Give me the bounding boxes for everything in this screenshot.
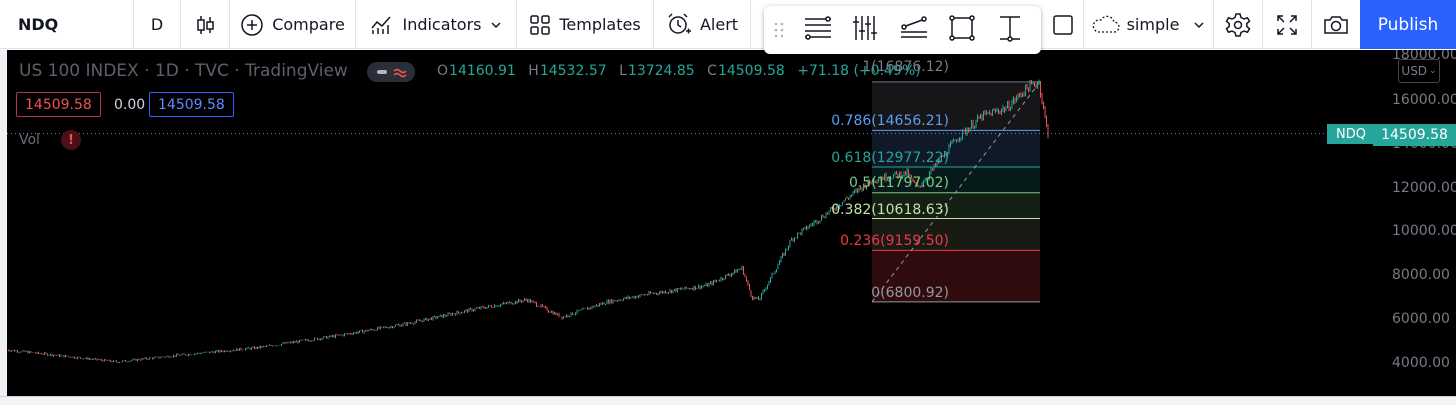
- spread-value: 0.00: [114, 96, 146, 113]
- last-price-tag: 14509.58: [1373, 124, 1456, 146]
- fib-levels-icon: [803, 15, 833, 45]
- trend-line-icon: [899, 15, 929, 45]
- interval-button[interactable]: D: [134, 0, 180, 49]
- gear-icon: [1225, 12, 1251, 38]
- price-tick: 16000.00: [1392, 92, 1456, 108]
- price-tick: 4000.00: [1392, 355, 1450, 371]
- compare-label: Compare: [272, 15, 345, 34]
- fib-zone: [872, 166, 1040, 193]
- currency-selector[interactable]: USD ⌄: [1398, 59, 1440, 83]
- fib-label-0618: 0.618(12977.22): [831, 150, 949, 166]
- close-value: 14509.58: [717, 63, 785, 79]
- publish-label: Publish: [1377, 14, 1439, 35]
- low-key: L: [619, 63, 627, 79]
- low-value: 13724.85: [627, 63, 695, 79]
- templates-label: Templates: [559, 15, 641, 34]
- fib-line-tool[interactable]: [890, 6, 938, 54]
- fib-zone: [872, 250, 1040, 302]
- chart-title: US 100 INDEX · 1D · TVC · TradingView: [19, 61, 348, 81]
- templates-button[interactable]: Templates: [517, 0, 653, 49]
- fib-zone: [872, 130, 1040, 167]
- fib-trend-line: [871, 81, 1041, 303]
- indicators-button[interactable]: Indicators: [356, 0, 516, 49]
- square-icon: [1052, 14, 1074, 36]
- snapshot-button[interactable]: [1312, 0, 1360, 49]
- templates-icon: [529, 14, 551, 36]
- volume-label: Vol: [19, 132, 40, 148]
- chevron-down-icon: ⌄: [1429, 66, 1437, 76]
- symbol-flag-badge[interactable]: [367, 62, 415, 82]
- camera-icon: [1323, 14, 1349, 36]
- compare-button[interactable]: Compare: [230, 0, 355, 49]
- price-plot[interactable]: [7, 50, 1380, 396]
- fib-label-05: 0.5(11797.02): [849, 175, 949, 191]
- currency-label: USD: [1401, 64, 1428, 78]
- price-tick: 12000.00: [1392, 180, 1456, 196]
- alarm-clock-icon: [666, 12, 692, 38]
- fullscreen-button[interactable]: [1263, 0, 1311, 49]
- fib-levels-tool[interactable]: [794, 6, 842, 54]
- indicators-label: Indicators: [402, 15, 482, 34]
- layout-button[interactable]: simple: [1084, 0, 1212, 49]
- fib-label-0236: 0.236(9159.50): [840, 233, 949, 249]
- fib-label-0786: 0.786(14656.21): [831, 113, 949, 129]
- chart-pane[interactable]: US 100 INDEX · 1D · TVC · TradingView O1…: [7, 50, 1456, 396]
- publish-button[interactable]: Publish: [1360, 0, 1456, 49]
- price-tick: 8000.00: [1392, 267, 1450, 283]
- rectangle-tool[interactable]: [938, 6, 986, 54]
- settings-button[interactable]: [1214, 0, 1262, 49]
- open-key: O: [437, 63, 449, 79]
- time-scale[interactable]: [0, 396, 1456, 405]
- interval-label: D: [150, 15, 164, 34]
- layout-label: simple: [1126, 15, 1180, 34]
- ohlc-legend: O14160.91 H14532.57 L13724.85 C14509.58 …: [437, 63, 921, 79]
- left-edge: [0, 50, 7, 396]
- alert-label: Alert: [699, 15, 739, 34]
- fib-settings-tool[interactable]: [842, 6, 890, 54]
- buy-price-button[interactable]: 14509.58: [149, 92, 234, 117]
- text-position-tool[interactable]: [986, 6, 1034, 54]
- high-value: 14532.57: [539, 63, 607, 79]
- chevron-down-icon: [1193, 21, 1205, 29]
- drag-handle-icon[interactable]: [764, 6, 794, 54]
- fib-label-1: 1(16876.12): [862, 59, 949, 75]
- symbol-label: NDQ: [18, 15, 59, 34]
- price-tick: 6000.00: [1392, 311, 1450, 327]
- candles-icon: [194, 14, 216, 36]
- text-position-icon: [996, 14, 1024, 46]
- rectangle-icon: [948, 14, 976, 46]
- price-scale[interactable]: USD⌄ 18000.00 16000.00 14000.00 12000.00…: [1380, 50, 1456, 396]
- symbol-price-tag: NDQ: [1327, 124, 1375, 144]
- drawing-toolbar: [764, 6, 1041, 54]
- sliders-icon: [852, 14, 880, 46]
- plus-circle-icon: [240, 13, 264, 37]
- price-tick: 18000.00: [1392, 50, 1456, 63]
- symbol-search-button[interactable]: NDQ: [0, 0, 133, 49]
- alert-button[interactable]: Alert: [654, 0, 750, 49]
- change-value: +71.18 (+0.49%): [797, 63, 921, 79]
- chevron-down-icon: [490, 21, 502, 29]
- sell-price-button[interactable]: 14509.58: [16, 92, 101, 117]
- fib-zone: [872, 192, 1040, 219]
- fib-label-0: 0(6800.92): [871, 285, 949, 301]
- fib-zone: [872, 218, 1040, 251]
- cloud-icon: [1091, 15, 1121, 35]
- open-value: 14160.91: [449, 63, 516, 79]
- price-tick: 10000.00: [1392, 223, 1456, 239]
- indicators-icon: [370, 14, 394, 36]
- close-key: C: [707, 63, 717, 79]
- rectangle-tool-button[interactable]: [1044, 0, 1082, 49]
- volume-warning-icon[interactable]: !: [61, 130, 81, 150]
- high-key: H: [528, 63, 539, 79]
- chart-style-button[interactable]: [181, 0, 229, 49]
- fullscreen-icon: [1276, 14, 1298, 36]
- fib-label-0382: 0.382(10618.63): [831, 202, 949, 218]
- top-toolbar: NDQ D Compare Indicators: [0, 0, 1456, 49]
